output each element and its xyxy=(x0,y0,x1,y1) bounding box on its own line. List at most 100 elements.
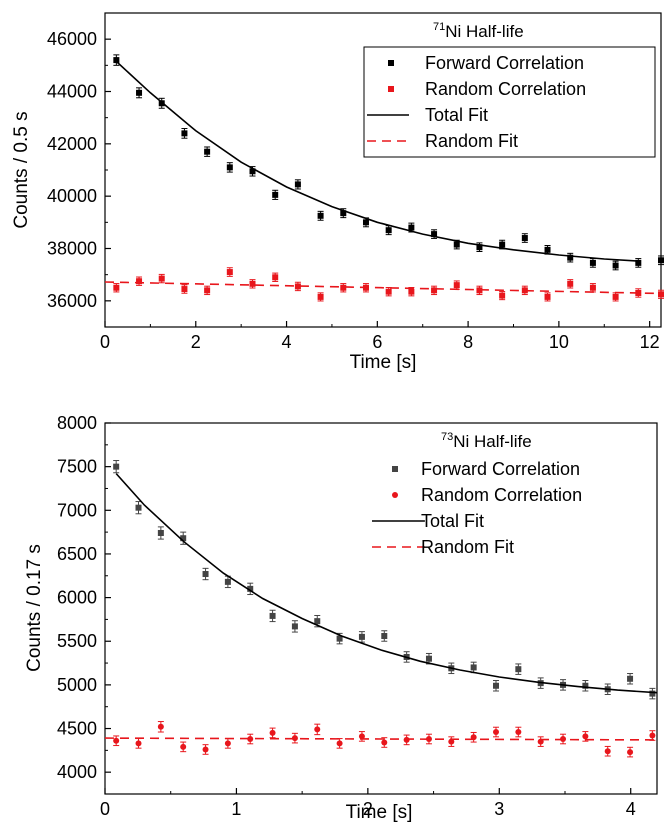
bottom-random-correlation-point xyxy=(604,748,611,755)
top-forward-correlation-point xyxy=(385,227,392,234)
bottom-legend-random-correlation-sample xyxy=(392,492,398,498)
top-legend: Forward Correlation Random Correlation Tot… xyxy=(367,53,586,151)
top-forward-correlation-point xyxy=(476,244,483,251)
bottom-plot-frame xyxy=(104,422,658,795)
top-forward-correlation-point xyxy=(136,89,143,96)
bottom-y-tick-label: 4000 xyxy=(57,762,97,782)
top-forward-correlation-point xyxy=(589,259,596,266)
top-x-tick-label: 8 xyxy=(463,332,473,352)
top-random-correlation-point xyxy=(294,283,301,290)
top-random-correlation-point xyxy=(204,287,211,294)
top-random-correlation-point xyxy=(544,293,551,300)
top-legend-forward-correlation-label: Forward Correlation xyxy=(425,53,584,73)
bottom-y-tick-label: 8000 xyxy=(57,413,97,433)
bottom-y-tick-label: 5000 xyxy=(57,675,97,695)
top-random-correlation-point xyxy=(113,284,120,291)
top-legend-random-correlation-sample xyxy=(388,86,394,92)
bottom-forward-correlation-point xyxy=(470,664,477,671)
bottom-random-correlation-point xyxy=(113,737,120,744)
top-random-correlation-point xyxy=(249,280,256,287)
top-forward-correlation-point xyxy=(567,254,574,261)
bottom-forward-correlation-point xyxy=(269,612,276,619)
bottom-forward-correlation-point xyxy=(157,529,164,536)
bottom-legend-forward-correlation-sample xyxy=(392,466,398,472)
bottom-random-correlation-point xyxy=(358,733,365,740)
bottom-total-fit-line xyxy=(115,473,658,694)
top-chart-title: 71Ni Half-life xyxy=(433,21,524,41)
top-forward-correlation-point xyxy=(544,246,551,253)
bottom-forward-correlation-point xyxy=(358,633,365,640)
bottom-chart-panel: 0 1 2 3 4 4000 4500 5000 5500 6000 6500 7000 7500 800… xyxy=(24,413,658,823)
bottom-x-tick-label: 2 xyxy=(363,799,373,819)
top-forward-correlation-point xyxy=(317,212,324,219)
bottom-forward-correlation-point xyxy=(224,578,231,585)
top-forward-correlation-point xyxy=(113,57,120,64)
top-title-text: Ni Half-life xyxy=(445,22,523,41)
bottom-y-tick-label: 4500 xyxy=(57,719,97,739)
top-random-correlation-point xyxy=(136,278,143,285)
bottom-y-tick-label: 7000 xyxy=(57,500,97,520)
top-y-tick-label: 42000 xyxy=(47,134,97,154)
bottom-forward-correlation-point xyxy=(336,635,343,642)
top-forward-correlation-point xyxy=(294,181,301,188)
top-forward-correlation-point xyxy=(612,262,619,269)
bottom-forward-correlation-point xyxy=(425,655,432,662)
bottom-forward-correlation-point xyxy=(135,504,142,511)
bottom-random-correlation-point xyxy=(135,740,142,747)
bottom-y-axis-label: Counts / 0.17 s xyxy=(24,544,45,672)
top-random-correlation-point xyxy=(499,292,506,299)
bottom-random-correlation-point xyxy=(157,723,164,730)
bottom-forward-correlation-point xyxy=(202,571,209,578)
top-y-tick-label: 36000 xyxy=(47,291,97,311)
top-forward-correlation-point xyxy=(408,224,415,231)
bottom-random-correlation-point xyxy=(180,743,187,750)
bottom-random-correlation-point xyxy=(247,736,254,743)
bottom-chart-title: 73Ni Half-life xyxy=(441,431,532,451)
top-title-superscript: 71 xyxy=(433,21,445,33)
bottom-x-tick-label: 4 xyxy=(626,799,636,819)
bottom-forward-correlation-point xyxy=(649,690,656,697)
top-x-axis-label: Time [s] xyxy=(350,352,417,373)
bottom-forward-correlation-point xyxy=(291,623,298,630)
bottom-title-superscript: 73 xyxy=(441,431,453,443)
top-y-axis-label: Counts / 0.5 s xyxy=(11,111,32,228)
top-random-correlation-point xyxy=(317,293,324,300)
bottom-forward-correlation-point xyxy=(493,682,499,689)
top-forward-correlation-point xyxy=(453,241,460,248)
top-forward-correlation-point xyxy=(635,259,642,266)
top-y-tick-label: 44000 xyxy=(47,82,97,102)
bottom-random-correlation-point xyxy=(336,740,343,747)
top-random-correlation-point xyxy=(385,288,392,295)
bottom-random-fit-line xyxy=(104,737,658,741)
bottom-forward-correlation-point xyxy=(627,675,634,682)
bottom-y-tick-label: 6000 xyxy=(57,588,97,608)
bottom-x-tick-label: 1 xyxy=(231,799,241,819)
top-random-correlation-point xyxy=(431,287,438,294)
bottom-legend-forward-correlation-label: Forward Correlation xyxy=(421,459,580,479)
top-random-fit-line xyxy=(104,281,662,295)
top-x-tick-label: 0 xyxy=(100,332,110,352)
top-x-tick-label: 10 xyxy=(549,332,569,352)
top-forward-correlation-point xyxy=(204,148,211,155)
top-forward-correlation-point xyxy=(362,219,369,226)
top-forward-correlation-point xyxy=(272,191,279,198)
bottom-random-correlation-point xyxy=(224,740,231,747)
top-y-tick-label: 46000 xyxy=(47,29,97,49)
bottom-x-tick-label: 3 xyxy=(494,799,504,819)
bottom-random-correlation-point xyxy=(269,729,276,736)
top-chart-panel: 0 2 4 6 8 10 12360003800040000420004400046000 … xyxy=(11,12,664,373)
top-random-correlation-point xyxy=(589,284,596,291)
bottom-forward-correlation-point xyxy=(247,585,254,592)
top-legend-random-correlation-label: Random Correlation xyxy=(425,79,586,99)
top-forward-correlation-point xyxy=(499,241,506,248)
top-y-tick-label: 40000 xyxy=(47,186,97,206)
bottom-random-correlation-point xyxy=(582,733,589,740)
bottom-forward-correlation-point xyxy=(314,618,321,625)
top-random-correlation-point xyxy=(408,288,415,295)
top-forward-correlation-point xyxy=(521,235,528,242)
top-x-tick-label: 4 xyxy=(282,332,292,352)
top-total-fit-line xyxy=(115,60,639,262)
top-forward-correlation-point xyxy=(431,231,438,238)
bottom-random-correlation-point xyxy=(291,735,298,742)
